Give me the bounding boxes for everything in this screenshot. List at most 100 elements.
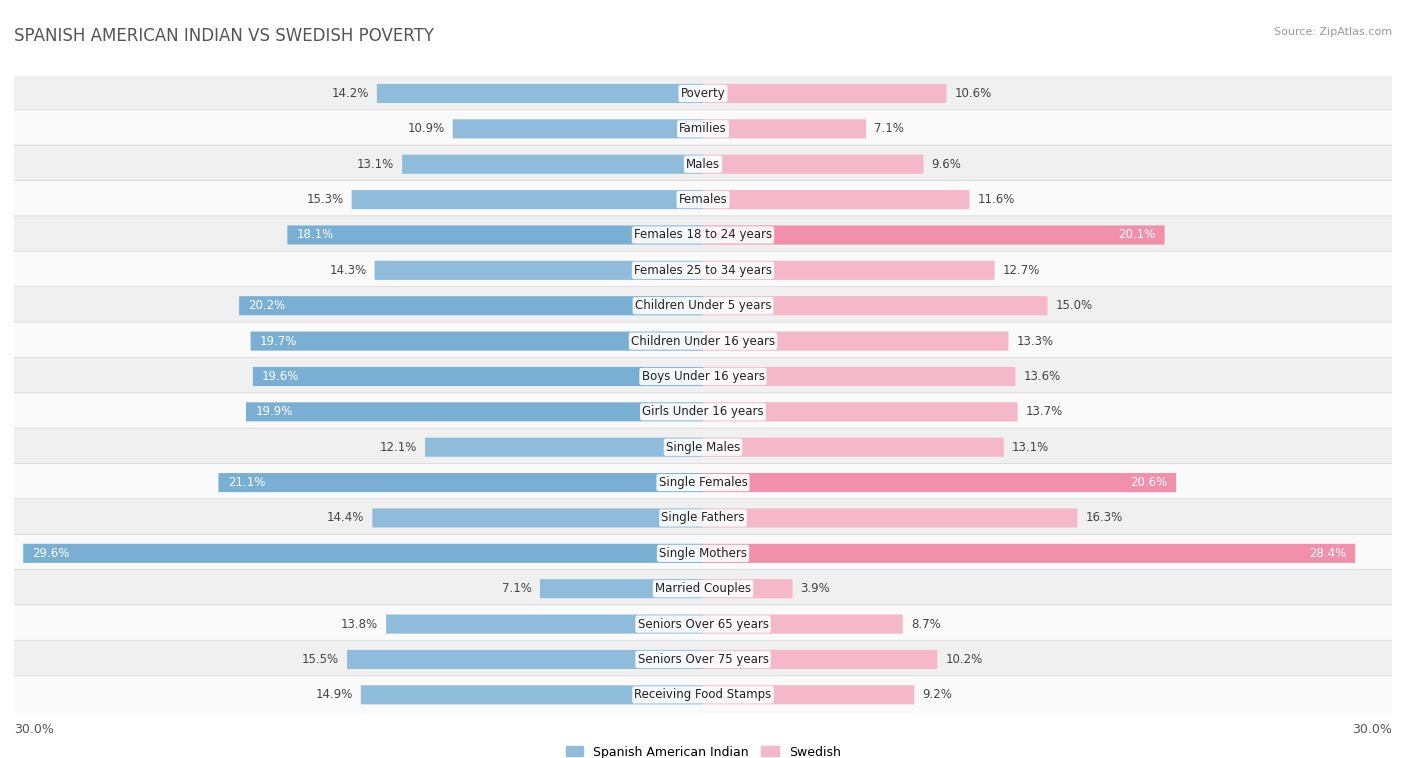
FancyBboxPatch shape bbox=[703, 119, 866, 139]
Text: 12.1%: 12.1% bbox=[380, 440, 418, 454]
Text: 14.9%: 14.9% bbox=[315, 688, 353, 701]
Text: 30.0%: 30.0% bbox=[1353, 723, 1392, 736]
Text: Single Fathers: Single Fathers bbox=[661, 512, 745, 525]
Text: 20.6%: 20.6% bbox=[1129, 476, 1167, 489]
FancyBboxPatch shape bbox=[253, 367, 703, 386]
Text: 16.3%: 16.3% bbox=[1085, 512, 1122, 525]
FancyBboxPatch shape bbox=[703, 685, 914, 704]
Text: Families: Families bbox=[679, 122, 727, 136]
Text: 30.0%: 30.0% bbox=[14, 723, 53, 736]
FancyBboxPatch shape bbox=[703, 543, 1355, 563]
FancyBboxPatch shape bbox=[373, 509, 703, 528]
FancyBboxPatch shape bbox=[6, 675, 1400, 714]
Text: Females 25 to 34 years: Females 25 to 34 years bbox=[634, 264, 772, 277]
FancyBboxPatch shape bbox=[287, 225, 703, 245]
FancyBboxPatch shape bbox=[6, 499, 1400, 537]
FancyBboxPatch shape bbox=[6, 463, 1400, 502]
FancyBboxPatch shape bbox=[218, 473, 703, 492]
FancyBboxPatch shape bbox=[250, 331, 703, 351]
Text: Boys Under 16 years: Boys Under 16 years bbox=[641, 370, 765, 383]
FancyBboxPatch shape bbox=[540, 579, 703, 598]
FancyBboxPatch shape bbox=[6, 428, 1400, 466]
Text: 3.9%: 3.9% bbox=[800, 582, 831, 595]
Text: SPANISH AMERICAN INDIAN VS SWEDISH POVERTY: SPANISH AMERICAN INDIAN VS SWEDISH POVER… bbox=[14, 27, 434, 45]
Text: 29.6%: 29.6% bbox=[32, 547, 70, 560]
Text: Receiving Food Stamps: Receiving Food Stamps bbox=[634, 688, 772, 701]
FancyBboxPatch shape bbox=[703, 296, 1047, 315]
FancyBboxPatch shape bbox=[6, 569, 1400, 608]
Text: 19.6%: 19.6% bbox=[262, 370, 299, 383]
Text: 15.0%: 15.0% bbox=[1056, 299, 1092, 312]
FancyBboxPatch shape bbox=[361, 685, 703, 704]
Text: 7.1%: 7.1% bbox=[502, 582, 531, 595]
FancyBboxPatch shape bbox=[703, 225, 1164, 245]
FancyBboxPatch shape bbox=[6, 145, 1400, 183]
FancyBboxPatch shape bbox=[6, 605, 1400, 644]
Text: 15.5%: 15.5% bbox=[302, 653, 339, 666]
FancyBboxPatch shape bbox=[6, 393, 1400, 431]
Text: 10.6%: 10.6% bbox=[955, 87, 991, 100]
Text: 11.6%: 11.6% bbox=[977, 193, 1015, 206]
Text: 15.3%: 15.3% bbox=[307, 193, 343, 206]
Text: 19.7%: 19.7% bbox=[260, 334, 297, 348]
FancyBboxPatch shape bbox=[703, 437, 1004, 457]
Text: Males: Males bbox=[686, 158, 720, 171]
FancyBboxPatch shape bbox=[703, 650, 938, 669]
FancyBboxPatch shape bbox=[6, 216, 1400, 254]
FancyBboxPatch shape bbox=[703, 509, 1077, 528]
Text: 18.1%: 18.1% bbox=[297, 228, 333, 242]
Text: Single Mothers: Single Mothers bbox=[659, 547, 747, 560]
FancyBboxPatch shape bbox=[453, 119, 703, 139]
FancyBboxPatch shape bbox=[246, 402, 703, 421]
Text: 9.6%: 9.6% bbox=[932, 158, 962, 171]
Text: Poverty: Poverty bbox=[681, 87, 725, 100]
FancyBboxPatch shape bbox=[703, 84, 946, 103]
FancyBboxPatch shape bbox=[239, 296, 703, 315]
Text: 14.3%: 14.3% bbox=[329, 264, 367, 277]
Text: Children Under 16 years: Children Under 16 years bbox=[631, 334, 775, 348]
Text: Seniors Over 75 years: Seniors Over 75 years bbox=[637, 653, 769, 666]
FancyBboxPatch shape bbox=[6, 534, 1400, 572]
FancyBboxPatch shape bbox=[703, 402, 1018, 421]
Text: 13.3%: 13.3% bbox=[1017, 334, 1053, 348]
FancyBboxPatch shape bbox=[352, 190, 703, 209]
Text: 10.9%: 10.9% bbox=[408, 122, 444, 136]
FancyBboxPatch shape bbox=[703, 155, 924, 174]
FancyBboxPatch shape bbox=[703, 190, 969, 209]
FancyBboxPatch shape bbox=[6, 641, 1400, 678]
FancyBboxPatch shape bbox=[6, 357, 1400, 396]
FancyBboxPatch shape bbox=[6, 251, 1400, 290]
Text: 8.7%: 8.7% bbox=[911, 618, 941, 631]
Legend: Spanish American Indian, Swedish: Spanish American Indian, Swedish bbox=[561, 741, 845, 758]
Text: 10.2%: 10.2% bbox=[945, 653, 983, 666]
Text: 12.7%: 12.7% bbox=[1002, 264, 1040, 277]
FancyBboxPatch shape bbox=[377, 84, 703, 103]
FancyBboxPatch shape bbox=[6, 180, 1400, 219]
Text: Source: ZipAtlas.com: Source: ZipAtlas.com bbox=[1274, 27, 1392, 36]
FancyBboxPatch shape bbox=[703, 261, 994, 280]
FancyBboxPatch shape bbox=[374, 261, 703, 280]
Text: Married Couples: Married Couples bbox=[655, 582, 751, 595]
FancyBboxPatch shape bbox=[6, 74, 1400, 113]
FancyBboxPatch shape bbox=[425, 437, 703, 457]
FancyBboxPatch shape bbox=[6, 110, 1400, 148]
Text: 7.1%: 7.1% bbox=[875, 122, 904, 136]
FancyBboxPatch shape bbox=[703, 579, 793, 598]
Text: 9.2%: 9.2% bbox=[922, 688, 952, 701]
Text: 21.1%: 21.1% bbox=[228, 476, 264, 489]
FancyBboxPatch shape bbox=[703, 367, 1015, 386]
FancyBboxPatch shape bbox=[402, 155, 703, 174]
Text: 13.7%: 13.7% bbox=[1025, 406, 1063, 418]
FancyBboxPatch shape bbox=[24, 543, 703, 563]
FancyBboxPatch shape bbox=[347, 650, 703, 669]
Text: 28.4%: 28.4% bbox=[1309, 547, 1346, 560]
Text: 13.8%: 13.8% bbox=[340, 618, 378, 631]
FancyBboxPatch shape bbox=[703, 473, 1175, 492]
Text: Females 18 to 24 years: Females 18 to 24 years bbox=[634, 228, 772, 242]
Text: 13.6%: 13.6% bbox=[1024, 370, 1060, 383]
FancyBboxPatch shape bbox=[6, 322, 1400, 360]
Text: 13.1%: 13.1% bbox=[357, 158, 394, 171]
Text: Single Females: Single Females bbox=[658, 476, 748, 489]
Text: 13.1%: 13.1% bbox=[1012, 440, 1049, 454]
Text: Girls Under 16 years: Girls Under 16 years bbox=[643, 406, 763, 418]
